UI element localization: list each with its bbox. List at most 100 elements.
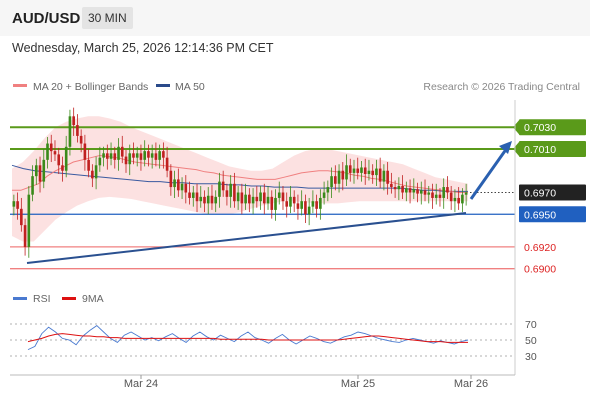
candle-body [356,168,360,173]
time-axis: Mar 24 Mar 25 Mar 26 [10,374,515,390]
candle-body [203,196,206,204]
candle-body [401,185,404,193]
candle-body [61,165,64,171]
level-tag-resistance [519,119,586,136]
candle-body [106,153,109,159]
candle-body [449,192,453,202]
rsi-tick-label: 70 [525,319,537,331]
rsi-legend-swatch [13,297,27,300]
candle-body [46,143,49,160]
candle-body [431,192,434,198]
rsi-ma-legend-swatch [62,297,76,300]
candle-body [277,192,281,198]
candle-body [180,183,184,191]
rsi-ma-legend-label: 9MA [82,293,104,305]
candle-body [442,187,446,198]
support-trendline [26,212,467,264]
level-label-pivot: 0.6950 [524,209,556,221]
chart-header: AUD/USD 30 MIN [0,0,590,36]
candle-body [386,170,389,184]
candle-body [382,170,386,182]
candle-body [57,154,61,166]
candle-body [311,201,315,207]
candle-body [16,201,19,209]
candle-body [296,203,300,209]
candle-body [83,143,87,160]
candle-body [143,151,146,160]
candle-body [188,192,191,198]
candle-body [94,165,98,179]
candle-body [154,153,158,160]
candle-body [229,183,232,197]
candle-body [218,181,221,197]
candle-body [225,190,229,197]
candle-body [251,196,255,204]
candle-body [236,192,240,202]
candle-body [128,153,132,165]
ma50-legend-label: MA 50 [175,81,205,93]
rsi-panel: RSI 9MA 70 50 30 [10,293,537,363]
candle-body [120,146,124,157]
projection-arrow-head [499,141,512,154]
candle-body [423,190,427,195]
candle-body [31,176,34,195]
candle-body [405,188,408,193]
candle-body [23,225,27,247]
rsi-series-line [27,325,469,351]
candle-body [337,170,341,184]
candle-body [150,153,154,158]
candle-body [12,201,16,207]
candle-body [352,168,356,173]
candle-body [79,135,83,144]
candle-body [76,125,79,136]
candle-body [375,168,378,176]
chart-datetime: Wednesday, March 25, 2026 12:14:36 PM CE… [12,41,274,55]
candle-body [419,190,423,194]
candle-body [199,196,203,202]
price-panel: 0.7030 0.7010 0.6970 0.6950 0.6920 0.6900 [10,100,586,375]
candle-body [53,151,57,155]
candle-body [345,165,348,180]
candle-body [300,201,303,209]
candle-body [315,201,318,209]
candle-body [42,159,46,182]
candle-body [34,165,38,177]
level-tag-last [519,184,586,201]
candle-body [177,179,180,191]
candle-body [446,187,449,193]
candle-body [438,194,442,198]
candle-body [244,194,247,204]
candle-body [319,197,322,209]
candle-body [390,183,393,188]
candle-body [270,196,274,210]
candle-body [221,181,225,191]
ma50-line [11,164,468,192]
candle-body [464,192,468,195]
candle-body [292,196,296,204]
candle-body [210,195,214,204]
level-label-support: 0.6920 [524,242,556,254]
candle-body [393,187,397,190]
candle-body [408,188,412,193]
time-axis-label: Mar 26 [454,378,488,390]
candle-body [281,192,285,202]
level-tag-pivot [519,206,586,223]
instrument-title: AUD/USD [12,10,81,27]
candle-body [240,192,244,204]
candle-body [371,170,374,176]
level-tag-resistance [519,140,586,157]
level-tag-pointer [513,120,519,135]
candle-body [397,185,401,190]
candle-body [233,183,236,202]
candle-body [427,192,431,195]
candle-body [461,194,464,204]
candle-body [91,170,94,179]
candle-body [453,197,457,202]
candle-body [341,170,345,180]
candle-body [87,159,90,171]
candle-body [147,151,150,158]
level-label-last: 0.6970 [524,188,556,200]
bollinger-legend-label: MA 20 + Bollinger Bands [33,81,148,93]
timeframe-badge[interactable]: 30 MIN [82,7,133,29]
